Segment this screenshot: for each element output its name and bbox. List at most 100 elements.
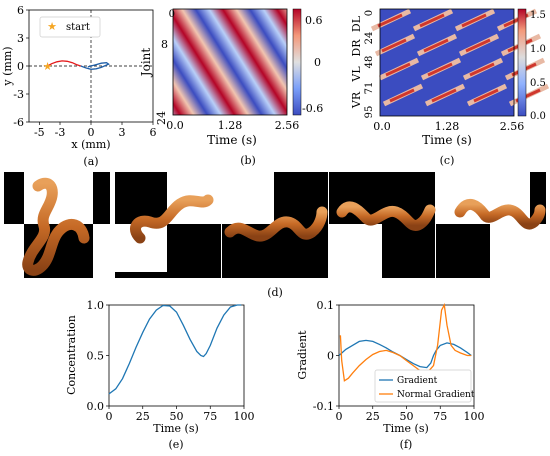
panel-b-xtick: 1.28 bbox=[218, 119, 243, 132]
panel-c-group-label: VR bbox=[350, 91, 363, 109]
panel-c-group-label: DR bbox=[350, 39, 363, 57]
worm-frame-3 bbox=[222, 172, 328, 278]
panel-f-legend bbox=[374, 369, 472, 403]
panel-e-ytick: 1.0 bbox=[87, 299, 105, 312]
panel-b-xtick: 0.0 bbox=[166, 119, 184, 132]
panel-e-ylabel: Concentration bbox=[65, 315, 78, 395]
panel-a-xlabel: x (mm) bbox=[71, 138, 110, 151]
panel-a-ytick: 3 bbox=[17, 32, 24, 45]
panel-c-cbtick: 0.5 bbox=[530, 78, 546, 89]
worm-body bbox=[22, 177, 90, 276]
panel-a-legend bbox=[39, 16, 101, 38]
panel-c-ytick: 24 bbox=[364, 32, 375, 45]
caption-f: (f) bbox=[400, 438, 413, 451]
worm-body bbox=[454, 198, 546, 230]
panel-c-cbtick: 1.0 bbox=[530, 44, 546, 55]
panel-f-xtick: 100 bbox=[464, 410, 485, 423]
panel-b-heatmap bbox=[173, 9, 287, 115]
panel-c-stripe-peak bbox=[377, 13, 403, 28]
panel-a-ytick: -6 bbox=[13, 116, 24, 129]
panel-c-stripe-peak bbox=[465, 38, 491, 53]
panel-e-xtick: 75 bbox=[203, 410, 217, 423]
panel-b-xlabel: Time (s) bbox=[207, 133, 257, 147]
panel-c-group-label: VL bbox=[350, 66, 363, 83]
panel-e-xtick: 25 bbox=[136, 410, 150, 423]
panel-c-stripe-peak bbox=[381, 38, 407, 53]
panel-b-ytick: 0 bbox=[169, 9, 175, 20]
worm-frame-5 bbox=[436, 172, 546, 278]
worm-body bbox=[224, 206, 328, 242]
panel-f-ytick: 0.1 bbox=[317, 299, 335, 312]
panel-e-series-0 bbox=[108, 304, 242, 395]
panel-c-stripe-peak bbox=[431, 88, 457, 103]
panel-c-cbtick: 0.0 bbox=[530, 111, 546, 122]
panel-b-ytick: 8 bbox=[161, 38, 168, 51]
panel-c-cbtick: 1.5 bbox=[530, 10, 546, 21]
panel-a-ytick: -3 bbox=[13, 88, 24, 101]
panel-c: 0 24 48 71 95 DL DR VL VR 0.0 1.28 2.56 … bbox=[350, 8, 550, 167]
panel-c-stripe-peak bbox=[419, 13, 445, 28]
panel-b-cbtick: -0.6 bbox=[302, 102, 323, 115]
panel-b-ylabel: Joint bbox=[139, 48, 153, 79]
caption-e: (e) bbox=[168, 438, 183, 451]
panel-a-series-1 bbox=[80, 62, 110, 70]
panel-a-ytick: 0 bbox=[17, 60, 24, 73]
panel-c-xlabel: Time (s) bbox=[422, 133, 472, 147]
panel-e-frame bbox=[108, 304, 245, 407]
panel-c-ytick: 0 bbox=[364, 10, 375, 16]
panel-b: 0 8 24 0.0 1.28 2.56 Time (s) Joint 0.6 … bbox=[139, 8, 323, 167]
worm-frame-2 bbox=[115, 172, 221, 278]
panel-b-xtick: 2.56 bbox=[275, 119, 300, 132]
panel-c-stripe-peak bbox=[423, 38, 449, 53]
caption-c: (c) bbox=[440, 154, 455, 167]
panel-b-cbtick: 0.6 bbox=[305, 14, 323, 27]
panel-e-xtick: 100 bbox=[234, 410, 255, 423]
panel-f-series-gradient bbox=[338, 339, 472, 369]
worm-frame-1 bbox=[4, 172, 110, 278]
panel-f-xtick: 50 bbox=[400, 410, 414, 423]
panel-a-xtick: 0 bbox=[88, 126, 95, 139]
panel-e-xtick: 50 bbox=[170, 410, 184, 423]
panel-c-colorbar bbox=[517, 8, 527, 117]
worm-body bbox=[336, 201, 436, 231]
panel-c-xtick: 2.56 bbox=[500, 120, 525, 133]
panel-a-legend-label: start bbox=[66, 22, 90, 33]
panel-e: 0 25 50 75 100 0.0 0.5 1.0 Time (s) Concentrati… bbox=[65, 299, 255, 451]
panel-e-ytick: 0.0 bbox=[87, 400, 105, 413]
panel-f-ytick: -0.1 bbox=[313, 400, 334, 413]
caption-d: (d) bbox=[267, 286, 283, 299]
start-star-icon: ★ bbox=[43, 60, 53, 73]
panel-c-stripe-peak bbox=[385, 62, 411, 77]
panel-f-legend-label: Gradient bbox=[397, 376, 438, 386]
panel-f-ylabel: Gradient bbox=[296, 330, 309, 380]
panel-c-stripe-peak bbox=[469, 62, 495, 77]
caption-a: (a) bbox=[83, 155, 98, 168]
panel-a-ylabel: y (mm) bbox=[1, 46, 14, 86]
panel-c-group-label: DL bbox=[350, 15, 363, 32]
panel-f-xlabel: Time (s) bbox=[383, 422, 429, 435]
panel-c-xtick: 1.28 bbox=[435, 120, 460, 133]
panel-a-series-0 bbox=[47, 60, 81, 67]
panel-e-ytick: 0.5 bbox=[87, 350, 105, 363]
panel-c-stripe-peak bbox=[389, 88, 415, 103]
panel-a: ★ -5 -3 0 3 6 -6 -3 0 3 6 ★ start x (mm) y (mm) (… bbox=[1, 4, 157, 168]
panel-f-legend-label: Normal Gradient bbox=[397, 390, 475, 400]
worm-frame-4 bbox=[329, 172, 436, 278]
panel-a-xtick: 6 bbox=[150, 126, 157, 139]
worm-body bbox=[130, 194, 214, 244]
panel-b-cbtick: 0 bbox=[314, 56, 321, 69]
panel-a-ytick: 6 bbox=[17, 4, 24, 17]
legend-star-icon: ★ bbox=[47, 20, 57, 33]
caption-b: (b) bbox=[240, 154, 256, 167]
panel-a-xtick: -3 bbox=[55, 126, 66, 139]
panel-c-ytick: 48 bbox=[364, 56, 375, 69]
panel-a-xtick: 3 bbox=[119, 126, 126, 139]
panel-c-ytick: 95 bbox=[364, 106, 375, 119]
panel-b-frame bbox=[172, 8, 288, 116]
panel-b-colorbar bbox=[292, 8, 302, 116]
panel-c-xtick: 0.0 bbox=[373, 120, 391, 133]
panel-c-stripe-peak bbox=[461, 13, 487, 28]
panel-f-xtick: 25 bbox=[366, 410, 380, 423]
